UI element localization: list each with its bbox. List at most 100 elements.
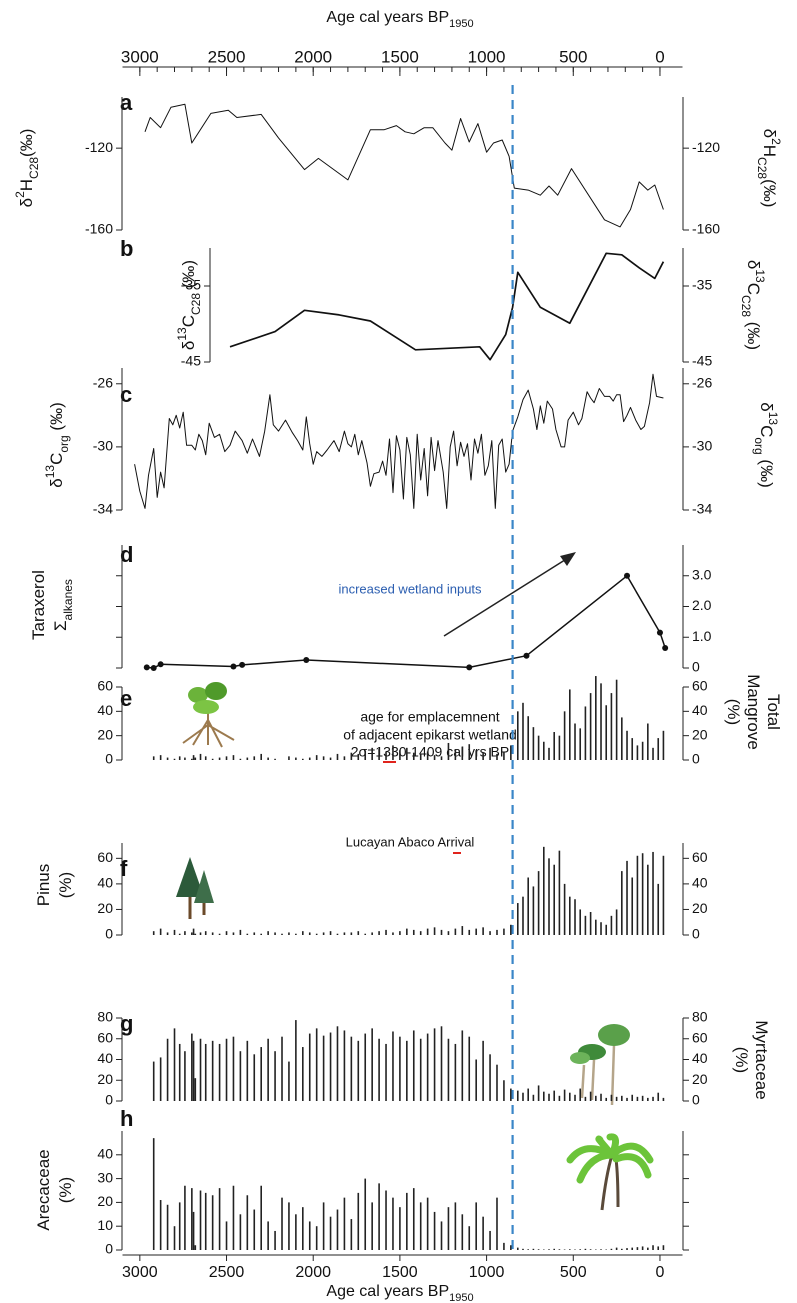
bar — [211, 1195, 214, 1250]
bar — [357, 753, 360, 760]
bar — [295, 933, 297, 935]
bar — [461, 746, 464, 760]
bar — [595, 676, 597, 760]
bar — [406, 747, 408, 760]
bar — [315, 1028, 318, 1101]
panel-letter: a — [120, 90, 133, 115]
bar — [647, 723, 649, 760]
bar — [267, 931, 269, 935]
bar — [166, 757, 169, 760]
bar — [532, 1094, 535, 1101]
bar — [194, 1245, 197, 1250]
bar — [652, 1245, 654, 1250]
bar — [218, 1188, 221, 1250]
bar — [532, 1248, 535, 1250]
bar — [322, 1035, 325, 1101]
bar — [510, 924, 512, 935]
bar — [537, 735, 540, 760]
y-axis-label-part: Arecaceae — [34, 1149, 53, 1230]
bar — [563, 883, 566, 935]
bar — [322, 756, 325, 760]
bar — [454, 928, 457, 935]
bar — [553, 1248, 556, 1250]
bar — [553, 864, 556, 935]
bar — [516, 1247, 519, 1250]
bar — [503, 751, 505, 760]
y-axis-label-part: (‰) — [744, 317, 763, 350]
bar — [543, 846, 545, 935]
bar — [610, 1094, 613, 1101]
bar — [605, 705, 608, 760]
marker — [662, 645, 669, 652]
y-tick-label: 0 — [105, 1241, 113, 1257]
bar — [574, 1094, 576, 1101]
bar — [308, 932, 311, 935]
bar — [378, 749, 380, 760]
bar — [295, 1214, 297, 1250]
y-axis-label-part: C — [179, 315, 198, 327]
y-axis-label: Taraxerol — [29, 570, 48, 640]
bar — [589, 1091, 592, 1101]
series-line — [229, 252, 665, 361]
marker — [230, 663, 237, 670]
bar — [610, 915, 613, 935]
bar — [579, 909, 582, 935]
bar — [232, 1036, 235, 1101]
y-tick-label: 10 — [97, 1217, 113, 1233]
y-tick-label: 60 — [692, 1029, 708, 1045]
bar — [522, 1092, 524, 1101]
bar — [503, 1242, 505, 1250]
bar — [204, 1192, 207, 1250]
bar — [211, 1040, 214, 1101]
bar — [610, 1248, 613, 1250]
y-tick-label: 60 — [97, 678, 113, 694]
bar — [315, 1226, 318, 1250]
y-tick-label: -30 — [692, 438, 712, 454]
bar — [447, 931, 450, 935]
bar — [433, 927, 436, 935]
bar — [569, 1092, 571, 1101]
bar — [199, 1190, 202, 1250]
bar — [412, 1030, 415, 1101]
bar — [496, 1064, 498, 1101]
mangrove-icon — [182, 682, 235, 748]
y-axis-label-part: δ — [17, 198, 36, 207]
pine-icon — [176, 857, 214, 919]
y-axis-label-part: 2 — [769, 138, 783, 145]
bar — [274, 758, 276, 760]
bar — [641, 1095, 644, 1101]
bar — [184, 1051, 186, 1101]
bar — [579, 728, 582, 760]
bar — [192, 755, 195, 760]
y-axis-label: Arecaceae — [34, 1149, 53, 1230]
bar — [288, 1202, 290, 1250]
y-axis-label-part: (%) — [732, 1047, 751, 1073]
y-tick-label: 60 — [692, 678, 708, 694]
x-tick-label: 2500 — [209, 1264, 245, 1281]
bar — [184, 1185, 186, 1250]
bar — [364, 1033, 367, 1101]
bar — [194, 1078, 197, 1101]
bar — [274, 1051, 276, 1101]
bar — [527, 716, 529, 760]
bar — [631, 1247, 634, 1250]
annotation: Lucayan Abaco Arrival — [346, 834, 475, 849]
bar — [621, 717, 623, 760]
bar — [246, 757, 249, 760]
y-tick-label: 1.0 — [692, 628, 712, 644]
y-tick-label: -160 — [692, 221, 720, 237]
y-tick-label: 0 — [105, 926, 113, 942]
y-axis-label: δ13CC28 (‰) — [175, 260, 203, 350]
y-tick-label: -30 — [93, 438, 113, 454]
bar — [503, 928, 505, 935]
bar — [468, 744, 471, 760]
y-tick-label: 60 — [97, 1029, 113, 1045]
bar — [641, 741, 644, 760]
bar — [631, 738, 634, 760]
x-tick-label: 500 — [559, 47, 587, 66]
bar — [662, 855, 665, 935]
y-tick-label: 60 — [97, 849, 113, 865]
y-axis-label-part: δ — [179, 341, 198, 350]
y-tick-label: -45 — [181, 353, 201, 369]
bar — [563, 711, 566, 760]
